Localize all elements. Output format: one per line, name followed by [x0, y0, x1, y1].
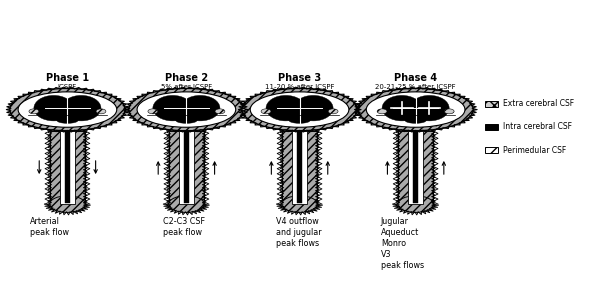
Bar	[485, 147, 498, 153]
Ellipse shape	[411, 101, 421, 120]
Bar	[413, 131, 418, 203]
Circle shape	[168, 196, 204, 212]
Text: Jugular
Aqueduct
Monro
V3
peak flows: Jugular Aqueduct Monro V3 peak flows	[381, 217, 424, 270]
Bar	[179, 131, 194, 204]
Text: V4 outflow
and jugular
peak flows: V4 outflow and jugular peak flows	[277, 217, 322, 248]
Bar	[485, 124, 498, 130]
Ellipse shape	[261, 109, 271, 114]
Ellipse shape	[10, 88, 125, 131]
Ellipse shape	[289, 117, 310, 123]
Ellipse shape	[34, 95, 73, 121]
Bar	[168, 131, 204, 204]
Circle shape	[282, 196, 317, 212]
Bar	[485, 101, 498, 107]
Text: Phase 2: Phase 2	[165, 73, 208, 83]
Text: Phase 4: Phase 4	[394, 73, 437, 83]
Ellipse shape	[366, 92, 465, 127]
Bar	[408, 131, 423, 204]
Ellipse shape	[294, 95, 333, 121]
Ellipse shape	[405, 117, 427, 123]
Text: ICSPF: ICSPF	[58, 84, 77, 90]
Text: 5% after ICSPF: 5% after ICSPF	[161, 84, 212, 90]
Ellipse shape	[180, 95, 220, 121]
Ellipse shape	[266, 95, 306, 121]
Bar	[282, 131, 317, 204]
Text: Intra cerebral CSF: Intra cerebral CSF	[503, 122, 571, 131]
Ellipse shape	[176, 117, 197, 123]
Ellipse shape	[57, 117, 78, 123]
Text: C2-C3 CSF
peak flow: C2-C3 CSF peak flow	[163, 217, 205, 237]
Bar	[297, 131, 302, 203]
Ellipse shape	[382, 95, 421, 121]
Text: Arterial
peak flow: Arterial peak flow	[30, 217, 69, 237]
Text: Extra cerebral CSF: Extra cerebral CSF	[503, 99, 574, 108]
Ellipse shape	[295, 101, 304, 120]
Circle shape	[398, 196, 433, 212]
Text: Phase 3: Phase 3	[278, 73, 321, 83]
Ellipse shape	[242, 88, 357, 131]
Ellipse shape	[153, 95, 192, 121]
Circle shape	[50, 196, 85, 212]
Ellipse shape	[250, 92, 349, 127]
Ellipse shape	[377, 109, 387, 114]
Text: 11-20 % after ICSPF: 11-20 % after ICSPF	[265, 84, 335, 90]
Text: Perimedular CSF: Perimedular CSF	[503, 146, 566, 155]
Text: 20-21-25 % after ICSPF: 20-21-25 % after ICSPF	[375, 84, 456, 90]
Ellipse shape	[18, 92, 117, 127]
Ellipse shape	[328, 109, 338, 114]
Ellipse shape	[444, 109, 454, 114]
Ellipse shape	[215, 109, 225, 114]
Ellipse shape	[148, 109, 158, 114]
Ellipse shape	[129, 88, 244, 131]
Bar	[60, 131, 75, 204]
Text: Phase 1: Phase 1	[46, 73, 89, 83]
Bar	[398, 131, 433, 204]
Ellipse shape	[61, 95, 101, 121]
Ellipse shape	[96, 109, 106, 114]
Bar	[50, 131, 85, 204]
Ellipse shape	[137, 92, 236, 127]
Ellipse shape	[410, 95, 449, 121]
Ellipse shape	[29, 109, 39, 114]
Bar	[65, 131, 70, 203]
Ellipse shape	[181, 101, 191, 120]
Ellipse shape	[63, 101, 72, 120]
Bar	[184, 131, 189, 203]
Bar	[292, 131, 307, 204]
Ellipse shape	[358, 88, 473, 131]
